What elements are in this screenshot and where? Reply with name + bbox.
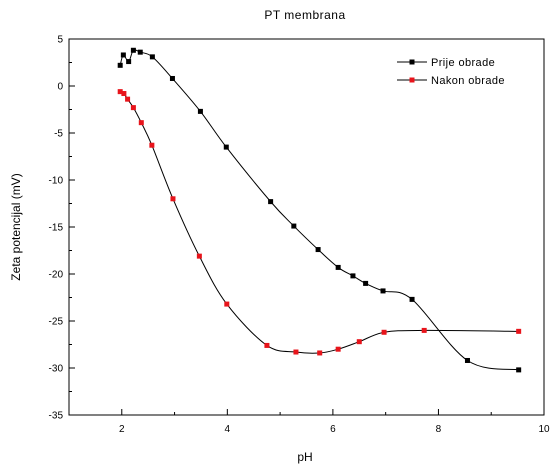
data-point-series-1 [363,280,369,286]
x-tick-label: 6 [330,424,336,435]
data-point-series-1 [223,144,229,150]
data-point-series-2 [356,339,362,345]
y-tick-label: -10 [49,176,64,187]
series-line-1 [119,49,519,371]
data-point-series-1 [137,49,143,55]
data-point-series-1 [516,367,522,373]
data-point-series-1 [464,357,470,363]
legend: Prije obrade Nakon obrade [397,57,505,87]
plot-frame [68,38,545,416]
y-tick-label: -20 [49,270,64,281]
data-point-series-1 [268,199,274,205]
data-point-series-2 [196,253,202,259]
x-tick-label: 8 [436,424,442,435]
x-tick-label: 10 [538,424,550,435]
data-point-series-1 [335,264,341,270]
legend-marker-1 [409,59,415,65]
data-point-series-1 [291,223,297,229]
x-axis-title: pH [297,450,312,464]
data-point-series-2 [117,89,123,95]
data-point-series-2 [421,327,427,333]
data-point-series-1 [120,52,126,58]
data-point-series-2 [138,120,144,126]
data-point-series-2 [317,350,323,356]
data-point-series-1 [130,47,136,53]
y-tick-label: -15 [49,223,64,234]
data-point-series-1 [197,108,203,114]
legend-marker-2 [409,77,415,83]
x-tick-label: 4 [225,424,231,435]
data-point-series-2 [516,328,522,334]
legend-label-1: Prije obrade [431,57,495,69]
data-point-series-2 [293,349,299,355]
x-axis: 2 4 6 8 10 [119,409,550,435]
y-axis-title: Zeta potencijal (mV) [9,173,23,280]
data-point-series-2 [264,342,270,348]
data-point-series-2 [130,105,136,111]
chart-title: PT membrana [264,8,345,22]
data-point-series-1 [350,273,356,279]
x-tick-label: 2 [119,424,125,435]
legend-label-2: Nakon obrade [431,75,505,87]
data-point-series-2 [335,346,341,352]
data-point-series-2 [381,329,387,335]
data-point-series-1 [126,59,132,65]
data-point-series-1 [315,247,321,253]
y-tick-label: 5 [57,35,63,46]
y-tick-label: -25 [49,317,64,328]
data-point-series-1 [409,296,415,302]
y-axis: 5 0 -5 -10 -15 -20 -25 -30 -35 [49,35,75,422]
y-tick-label: 0 [57,82,63,93]
data-point-series-2 [121,91,127,97]
data-point-series-1 [149,54,155,60]
data-point-series-2 [125,96,131,102]
series-line-2 [119,91,519,354]
data-point-series-2 [170,196,176,202]
y-tick-label: -5 [54,129,63,140]
series-layer [117,47,522,373]
y-tick-label: -35 [49,411,64,422]
data-point-series-1 [117,62,123,68]
data-point-series-2 [224,301,230,307]
data-point-series-1 [169,75,175,81]
y-tick-label: -30 [49,364,64,375]
data-point-series-1 [380,288,386,294]
data-point-series-2 [149,142,155,148]
